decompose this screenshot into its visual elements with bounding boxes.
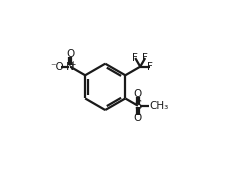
Text: F: F	[146, 62, 152, 72]
Text: S: S	[134, 99, 141, 112]
Text: N: N	[66, 62, 74, 72]
Text: +: +	[69, 60, 75, 68]
Text: O: O	[133, 112, 142, 122]
Text: ⁻O: ⁻O	[50, 62, 63, 72]
Text: F: F	[142, 53, 147, 63]
Text: O: O	[66, 50, 74, 60]
Text: CH₃: CH₃	[149, 101, 168, 111]
Text: F: F	[132, 53, 137, 63]
Text: O: O	[133, 89, 142, 99]
